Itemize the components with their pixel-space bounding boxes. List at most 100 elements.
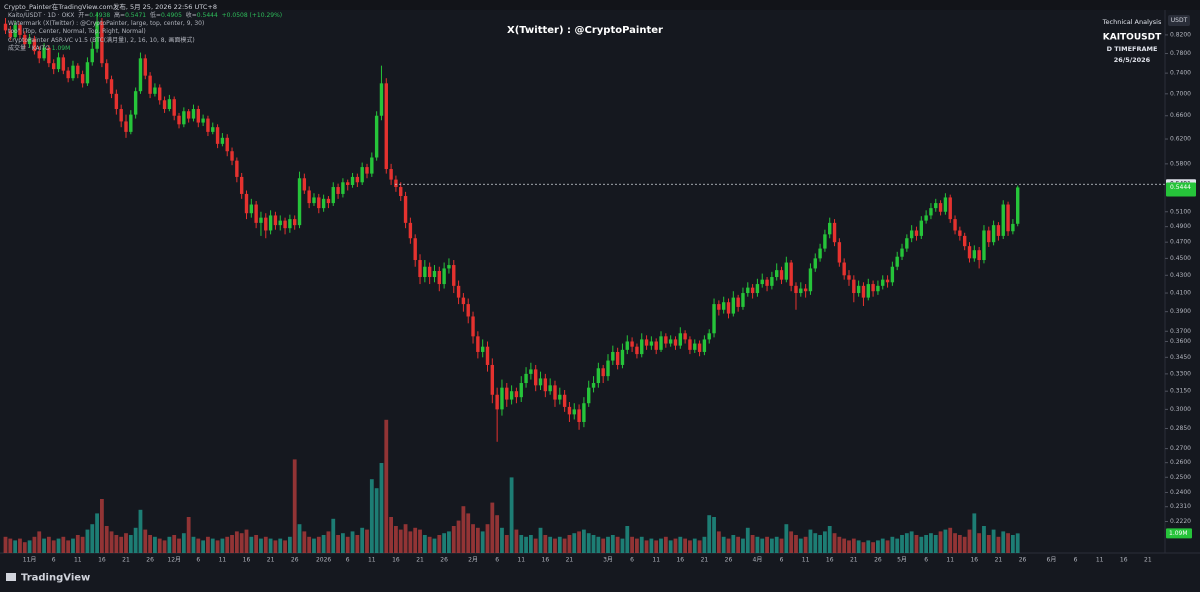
volume-bar bbox=[577, 531, 581, 553]
volume-bar bbox=[606, 536, 610, 553]
volume-bar bbox=[625, 526, 630, 553]
candle-body bbox=[505, 387, 509, 400]
volume-bar bbox=[721, 536, 726, 553]
volume-bar bbox=[904, 533, 909, 553]
volume-bar bbox=[321, 535, 326, 553]
candle-body bbox=[982, 230, 986, 261]
volume-bar bbox=[220, 538, 225, 553]
x-tick-label: 21 bbox=[701, 557, 709, 564]
candle-body bbox=[866, 284, 870, 298]
volume-bar bbox=[745, 527, 750, 553]
candle-body bbox=[167, 99, 172, 110]
candle-body bbox=[543, 378, 548, 392]
volume-bar bbox=[750, 535, 755, 553]
candle-body bbox=[924, 215, 928, 221]
candle-body bbox=[962, 235, 967, 247]
x-tick-label: 11 bbox=[946, 557, 954, 564]
candle-body bbox=[215, 127, 220, 144]
candle-body bbox=[587, 387, 591, 404]
candle-body bbox=[832, 222, 837, 243]
volume-bar bbox=[177, 538, 181, 553]
candle-body bbox=[842, 262, 846, 276]
volume-tag-label: 1.09M bbox=[1169, 530, 1188, 537]
axis-layer: 0.8200 0.7800 0.7400 0.7000 0.6600 0.6200 0.58… bbox=[23, 31, 1196, 564]
x-tick-label: 11 bbox=[652, 557, 660, 564]
candle-body bbox=[509, 391, 514, 400]
volume-bar bbox=[369, 479, 374, 553]
candle-body bbox=[76, 65, 80, 75]
x-tick-label: 6 bbox=[495, 557, 499, 564]
volume-bar bbox=[880, 538, 885, 553]
legend-value: 0.5444 bbox=[196, 12, 218, 19]
volume-bar bbox=[601, 538, 606, 553]
volume-bar bbox=[8, 538, 13, 553]
candle-body bbox=[341, 182, 345, 194]
volume-bar bbox=[379, 463, 384, 553]
candle-body bbox=[828, 222, 832, 235]
candle-body bbox=[442, 268, 446, 285]
volume-bar bbox=[80, 536, 85, 553]
candle-body bbox=[399, 187, 403, 197]
volume-bar bbox=[316, 536, 321, 553]
annotation: D TIMEFRAME bbox=[1107, 45, 1158, 53]
volume-bar bbox=[553, 538, 557, 553]
volume-bar bbox=[659, 538, 663, 553]
volume-bar bbox=[75, 535, 80, 553]
volume-bar bbox=[683, 538, 688, 553]
candle-body bbox=[196, 109, 200, 123]
candle-body bbox=[909, 230, 914, 239]
volume-layer bbox=[3, 419, 1020, 553]
candle-body bbox=[37, 51, 41, 59]
volume-bar bbox=[982, 526, 986, 553]
candle-body bbox=[27, 38, 32, 45]
volume-bar bbox=[986, 535, 991, 553]
candle-body bbox=[770, 277, 774, 286]
candle-body bbox=[427, 266, 432, 278]
legend-value: 0.5471 bbox=[125, 12, 147, 19]
candle-body bbox=[611, 351, 615, 361]
annotation: KAITOUSDT bbox=[1103, 33, 1162, 43]
volume-bar bbox=[871, 542, 875, 553]
candle-body bbox=[71, 65, 75, 79]
candle-body bbox=[105, 63, 109, 80]
candle-body bbox=[707, 333, 711, 340]
volume-bar bbox=[384, 419, 389, 553]
candle-body bbox=[162, 100, 167, 110]
volume-bar bbox=[726, 538, 731, 553]
volume-bar bbox=[360, 527, 365, 553]
volume-bar bbox=[678, 536, 683, 553]
volume-bar bbox=[1006, 533, 1010, 553]
candle-body bbox=[823, 234, 827, 249]
candle-body bbox=[437, 270, 441, 285]
candle-body bbox=[225, 137, 229, 152]
x-tick-label: 6 bbox=[780, 557, 784, 564]
candle-body bbox=[471, 316, 475, 337]
volume-bar bbox=[827, 526, 832, 553]
x-tick-label: 26 bbox=[440, 557, 448, 564]
volume-bar bbox=[524, 536, 528, 553]
candle-body bbox=[881, 279, 885, 286]
y-unit: USDT bbox=[1171, 17, 1188, 24]
candle-body bbox=[895, 256, 899, 267]
y-tick-label: 0.3000 bbox=[1170, 406, 1191, 413]
y-tick-label: 0.2220 bbox=[1170, 518, 1191, 525]
volume-bar bbox=[856, 540, 861, 553]
candle-body bbox=[606, 360, 610, 377]
y-tick-label: 0.3700 bbox=[1170, 328, 1191, 335]
volume-bar bbox=[610, 535, 615, 553]
candle-body bbox=[712, 304, 716, 334]
candle-body bbox=[562, 394, 567, 407]
x-tick-label: 16 bbox=[392, 557, 400, 564]
logo-mark bbox=[6, 573, 16, 581]
volume-bar bbox=[582, 529, 586, 553]
volume-bar bbox=[784, 524, 789, 553]
candle-body bbox=[996, 225, 1001, 236]
candle-body bbox=[85, 62, 90, 84]
volume-bar bbox=[133, 527, 138, 553]
candle-body bbox=[702, 339, 707, 352]
candle-body bbox=[350, 176, 355, 185]
volume-bar bbox=[408, 531, 413, 553]
volume-bar bbox=[442, 533, 447, 553]
candle-body bbox=[379, 83, 384, 116]
